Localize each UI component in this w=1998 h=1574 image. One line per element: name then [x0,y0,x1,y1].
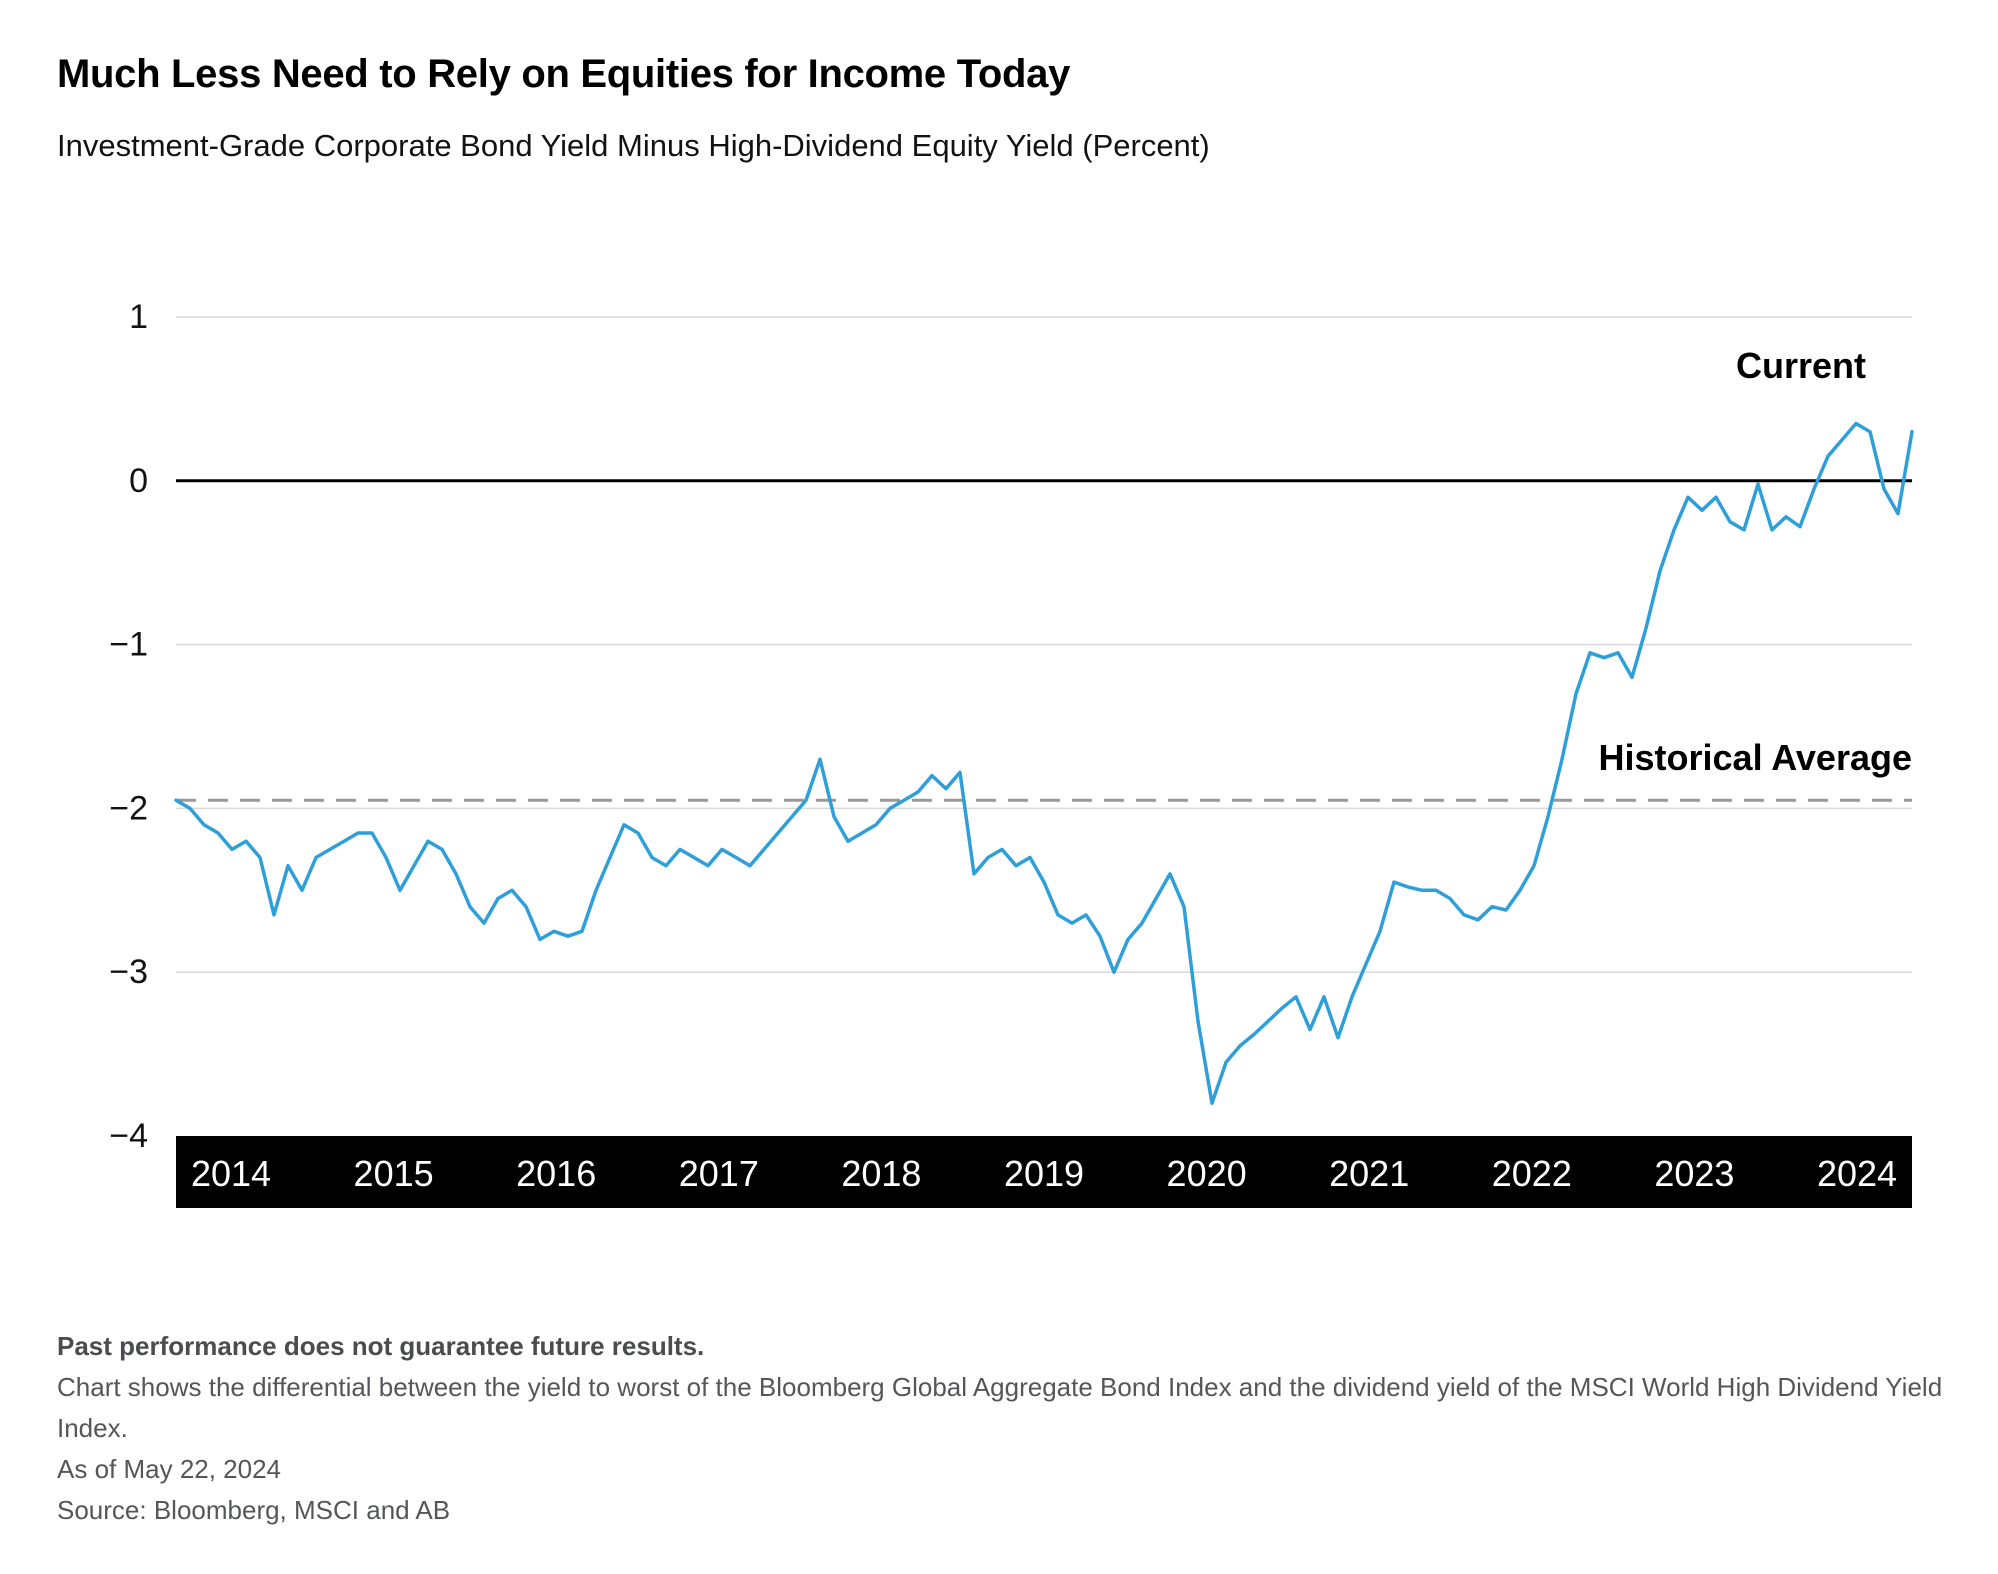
x-axis-year-label: 2014 [191,1153,271,1194]
historical-average-annotation: Historical Average [1598,737,1912,778]
as-of-date: As of May 22, 2024 [57,1454,282,1484]
current-annotation: Current [1735,345,1866,386]
source-text: Source: Bloomberg, MSCI and AB [57,1495,451,1525]
x-axis-year-label: 2023 [1654,1153,1734,1194]
x-axis-year-label: 2020 [1167,1153,1247,1194]
chart-title: Much Less Need to Rely on Equities for I… [57,52,1071,96]
x-axis-year-label: 2021 [1329,1153,1409,1194]
x-axis-band [176,1136,1912,1208]
x-axis-year-label: 2019 [1004,1153,1084,1194]
x-axis-year-label: 2015 [354,1153,434,1194]
y-axis-tick-label: 0 [129,462,148,500]
chart-description-text: Chart shows the differential between the… [57,1372,1943,1443]
y-axis-tick-label: −2 [109,789,148,827]
y-axis-tick-label: −1 [109,626,148,664]
chart-subtitle: Investment-Grade Corporate Bond Yield Mi… [57,128,1210,163]
x-axis-year-label: 2022 [1492,1153,1572,1194]
disclaimer-text: Past performance does not guarantee futu… [57,1331,705,1361]
x-axis-year-label: 2017 [679,1153,759,1194]
spread-line-series [174,421,1914,1105]
x-axis-year-label: 2018 [841,1153,921,1194]
y-axis-tick-label: −4 [109,1117,148,1155]
x-axis-year-label: 2024 [1817,1153,1897,1194]
footnotes: Past performance does not guarantee futu… [57,1326,1998,1531]
x-axis-year-label: 2016 [516,1153,596,1194]
y-axis-tick-label: 1 [129,298,148,336]
y-axis-tick-label: −3 [109,953,148,991]
